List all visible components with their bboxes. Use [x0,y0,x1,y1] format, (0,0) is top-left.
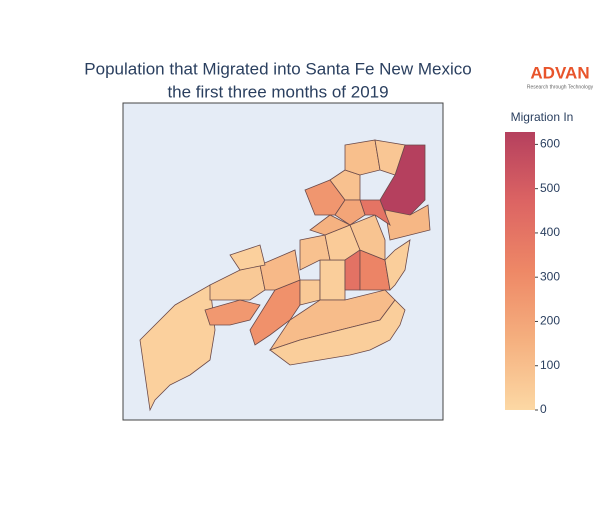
region [299,234,331,271]
region [269,299,406,366]
colorbar-tick-label: 100 [540,358,560,372]
colorbar-tick-label: 0 [540,402,547,416]
colorbar-tick-label: 600 [540,137,560,151]
region [229,244,266,271]
logo-tagline: Research through Technology [527,84,594,90]
region [334,199,366,226]
chart-title: Population that Migrated into Santa Fe N… [84,59,471,78]
colorbar-tick-label: 400 [540,225,560,239]
colorbar-tick-label: 500 [540,181,560,195]
logo: ADVAN [530,63,589,82]
region [139,284,216,412]
region [344,139,381,176]
region [349,214,386,261]
region [384,239,411,291]
colorbar-tick-label: 200 [540,314,560,328]
region [384,204,431,241]
region [329,169,361,201]
colorbar [505,132,535,410]
region [309,214,351,236]
colorbar-title: Migration In [511,110,574,124]
region [374,139,406,176]
region [259,249,301,291]
region [319,259,346,301]
colorbar-tick-label: 300 [540,269,560,283]
chart-subtitle: the first three months of 2019 [167,82,388,101]
region [204,299,261,326]
